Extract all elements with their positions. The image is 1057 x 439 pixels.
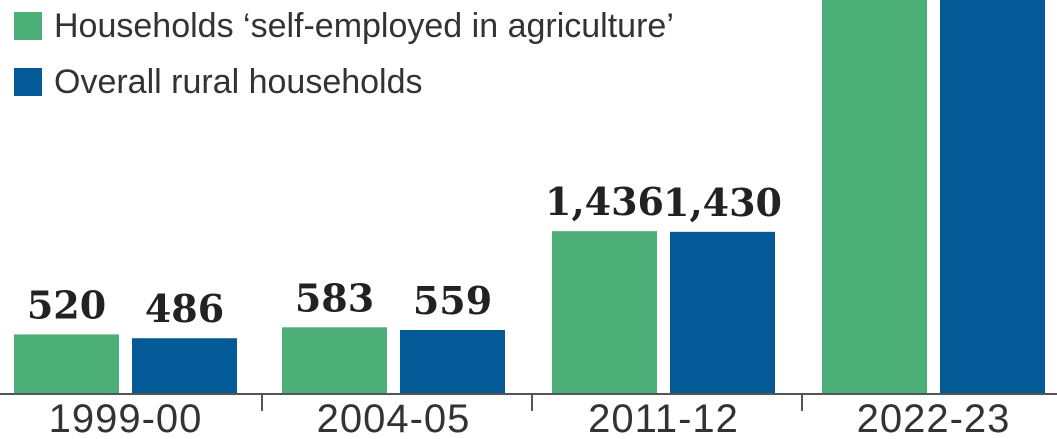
legend-swatch-rural	[14, 68, 42, 96]
bar-2022-23-series-1	[940, 0, 1045, 393]
value-label-2004-05-series-0: 583	[295, 275, 374, 320]
legend-label-agriculture: Households ‘self-employed in agriculture…	[54, 6, 674, 45]
legend-swatch-agriculture	[14, 12, 42, 40]
tick-label-2011-12: 2011-12	[588, 397, 739, 439]
value-label-1999-00-series-1: 486	[145, 286, 224, 331]
tick-label-2022-23: 2022-23	[857, 397, 1011, 439]
legend: Households ‘self-employed in agriculture…	[14, 0, 674, 118]
tick-label-1999-00: 1999-00	[49, 397, 203, 439]
value-label-2011-12-series-1: 1,430	[663, 180, 782, 225]
value-label-2004-05-series-1: 559	[413, 278, 492, 323]
legend-item-agriculture: Households ‘self-employed in agriculture…	[14, 6, 674, 46]
tick-label-2004-05: 2004-05	[317, 397, 471, 439]
bar-2004-05-series-1	[400, 330, 505, 393]
legend-item-rural: Overall rural households	[14, 62, 674, 102]
bar-2022-23-series-0	[822, 0, 927, 393]
bar-1999-00-series-0	[14, 334, 119, 393]
bar-1999-00-series-1	[132, 338, 237, 393]
bar-2011-12-series-1	[670, 231, 775, 393]
value-label-1999-00-series-0: 520	[27, 282, 106, 327]
legend-label-rural: Overall rural households	[54, 62, 423, 101]
value-label-2011-12-series-0: 1,436	[545, 179, 664, 224]
bar-2011-12-series-0	[552, 231, 657, 393]
bar-2004-05-series-0	[282, 327, 387, 393]
